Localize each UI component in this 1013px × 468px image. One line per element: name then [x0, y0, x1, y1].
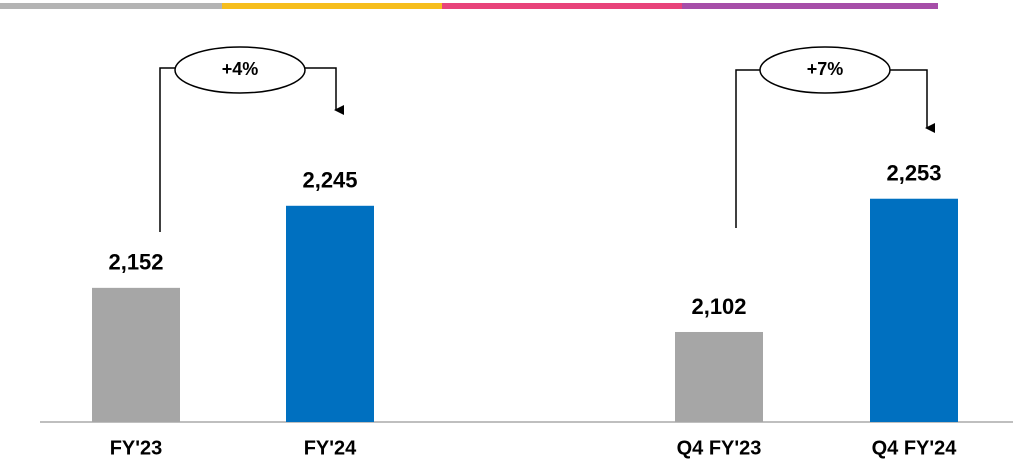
value-label: 2,102 — [691, 294, 746, 319]
growth-annotation: +7% — [735, 46, 935, 228]
bar — [286, 205, 374, 422]
header-stripe — [0, 3, 938, 9]
x-tick-label: Q4 FY'24 — [872, 437, 958, 459]
x-tick-label: Q4 FY'23 — [677, 437, 762, 459]
bar — [870, 198, 958, 422]
value-label: 2,152 — [108, 250, 163, 275]
bar — [92, 287, 180, 422]
x-tick-label: FY'24 — [304, 437, 357, 459]
value-label: 2,245 — [302, 168, 357, 193]
value-label: 2,253 — [886, 161, 941, 186]
annotation-label: +7% — [807, 59, 844, 79]
growth-annotation: +4% — [159, 46, 344, 232]
x-tick-label: FY'23 — [110, 437, 163, 459]
bar — [675, 331, 763, 422]
annotation-label: +4% — [222, 59, 259, 79]
